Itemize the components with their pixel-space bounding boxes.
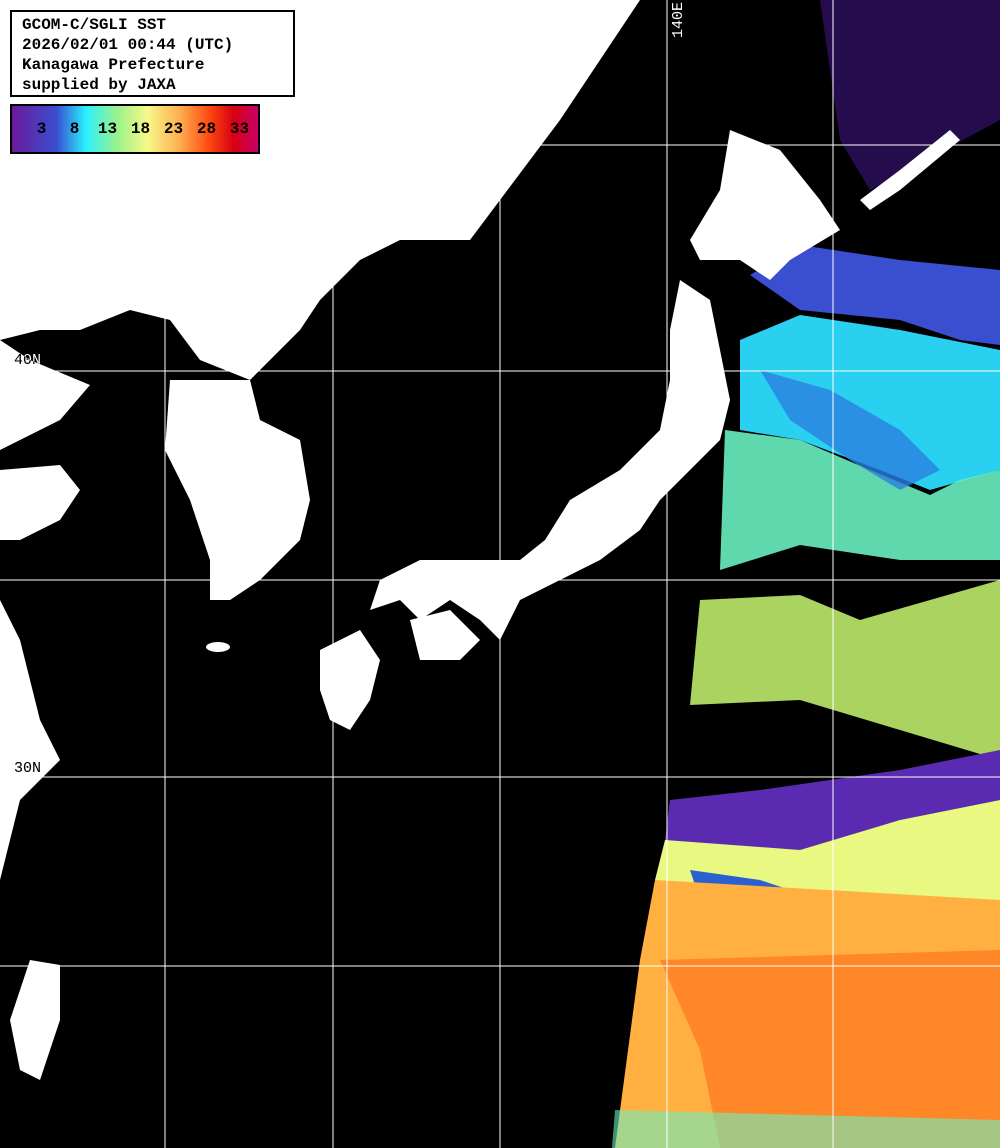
timestamp: 2026/02/01 00:44 (UTC)	[22, 36, 234, 54]
legend-tick: 18	[130, 120, 151, 138]
provider: Kanagawa Prefecture	[22, 56, 205, 74]
legend-tick: 28	[196, 120, 217, 138]
sst-data	[612, 0, 1000, 1148]
credit: supplied by JAXA	[22, 76, 176, 94]
lat-label-40n: 40N	[14, 352, 42, 369]
legend-tick: 8	[69, 120, 80, 138]
legend-tick: 13	[97, 120, 118, 138]
legend-tick: 33	[229, 120, 250, 138]
lon-label-140e: 140E	[670, 2, 687, 39]
info-box: GCOM-C/SGLI SST 2026/02/01 00:44 (UTC) K…	[10, 10, 295, 97]
legend-tick: 23	[163, 120, 184, 138]
product-title: GCOM-C/SGLI SST	[22, 16, 167, 34]
color-scale-legend: 3 8 13 18 23 28 33	[10, 104, 260, 154]
legend-tick: 3	[36, 120, 47, 138]
lat-label-30n: 30N	[14, 760, 42, 777]
